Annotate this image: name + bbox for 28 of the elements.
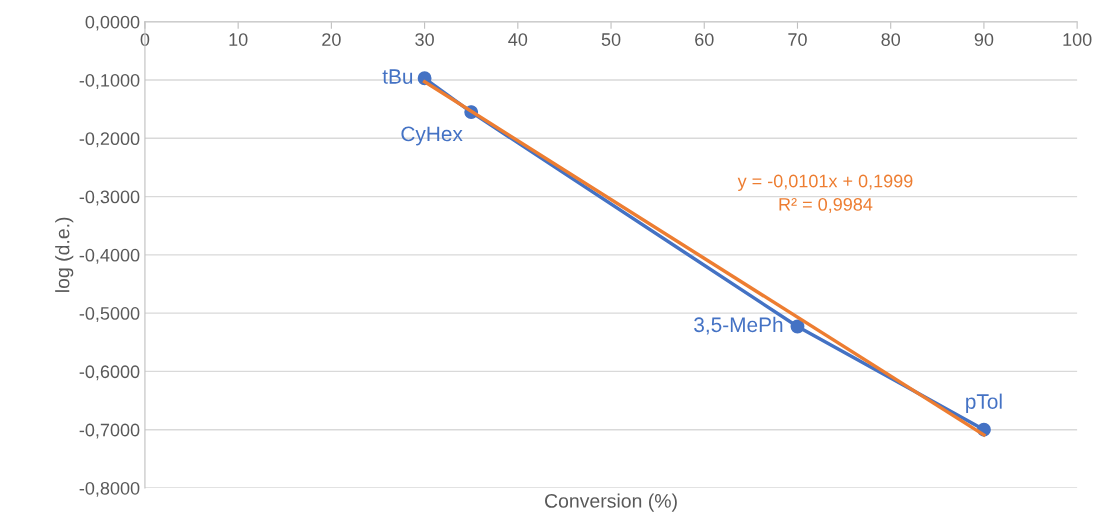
x-tick-label: 20 [322, 33, 341, 46]
y-tick-label: -0,6000 [79, 365, 140, 381]
annotation: 3,5-MePh [694, 316, 783, 335]
x-tick-label: 90 [974, 33, 994, 46]
x-tick-label: 30 [415, 33, 434, 46]
x-tick-label: 60 [695, 33, 714, 46]
point [790, 319, 805, 334]
x-tick-label: 70 [788, 33, 807, 46]
x-axis-title: Conversion (%) [545, 493, 677, 512]
x-tick-label: 0 [140, 33, 150, 46]
annotation: y = -0,0101x + 0,1999 R² = 0,9984 [737, 174, 913, 213]
x-tick-label: 50 [601, 33, 621, 46]
y-tick-label: -0,2000 [79, 132, 140, 148]
x-tick-label: 80 [881, 33, 901, 46]
y-tick-label: -0,5000 [79, 307, 140, 322]
y-tick-label: -0,7000 [79, 423, 140, 439]
y-tick-label: 0,0000 [85, 15, 140, 31]
annotation: tBu [382, 69, 413, 84]
y-tick-label: -0,1000 [79, 73, 140, 89]
y-axis-title: log (d.e.) [55, 217, 74, 292]
x-tick-label: 100 [1063, 33, 1092, 46]
y-tick-label: -0,8000 [79, 481, 140, 497]
y-tick-label: -0,3000 [79, 190, 140, 206]
annotation: CyHex [401, 126, 463, 146]
y-tick-label: -0,4000 [79, 248, 140, 264]
annotation: pTol [966, 393, 1002, 414]
x-tick-label: 40 [508, 33, 528, 46]
x-tick-label: 10 [229, 33, 248, 46]
